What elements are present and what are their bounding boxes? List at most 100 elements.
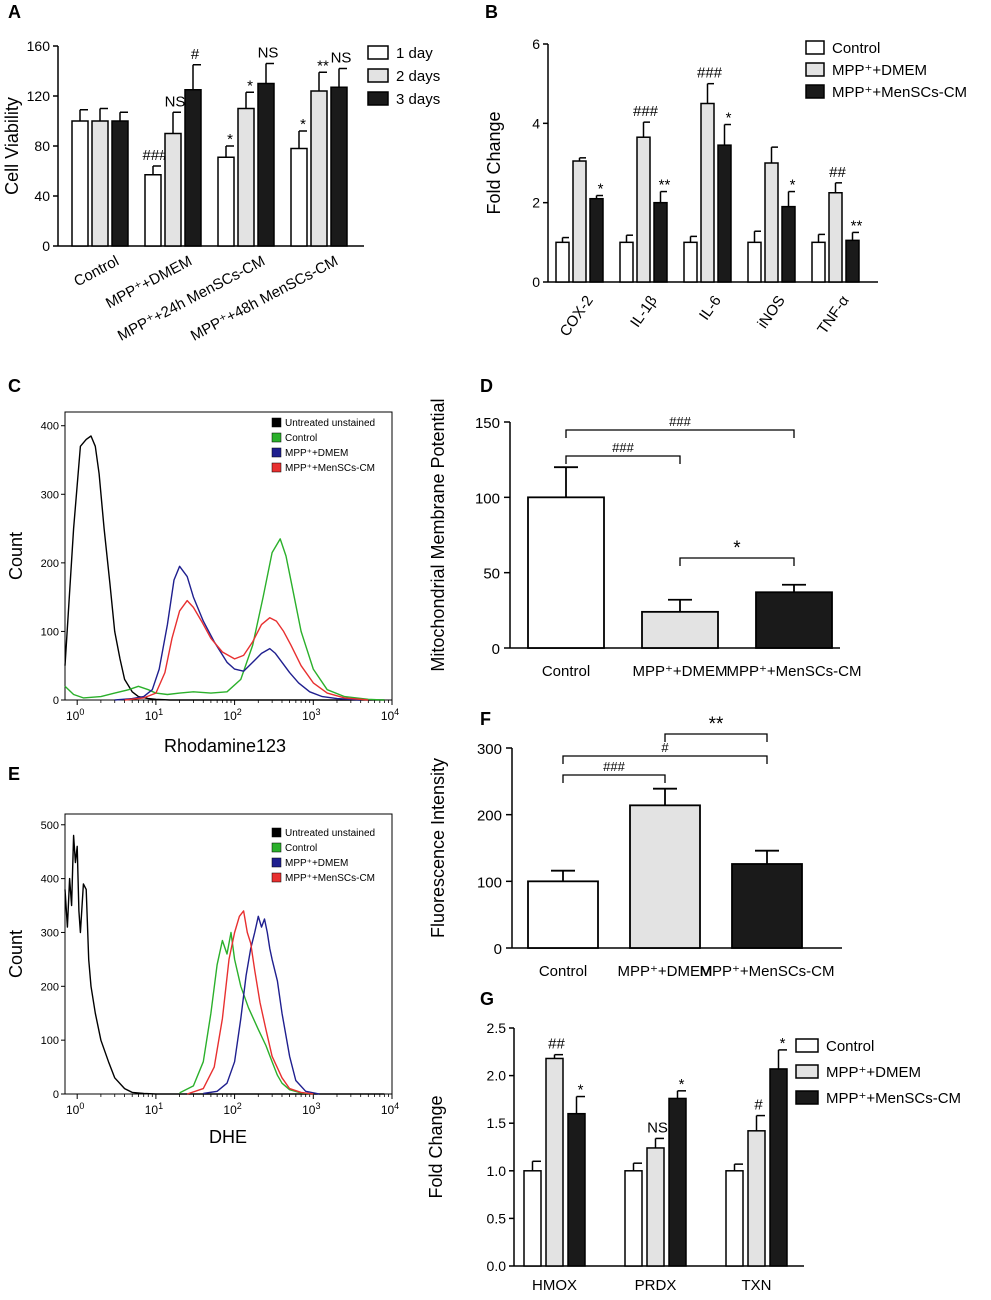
x-category-label: HMOX <box>532 1277 577 1294</box>
legend-swatch <box>367 45 389 60</box>
bar <box>164 132 182 247</box>
legend-swatch <box>271 417 282 428</box>
bar <box>184 89 202 247</box>
significance-label: ### <box>633 103 659 120</box>
histogram-line <box>64 834 385 1095</box>
bar <box>769 1068 788 1267</box>
y-tick-label: 0 <box>494 941 502 958</box>
panel-g-chart: 0.0 0.5 1.0 1.5 2.0 2.5 Fold Change ## * HMOX NS * P… <box>426 1020 961 1294</box>
legend-label: 2 days <box>396 68 440 85</box>
y-axis-label: Count <box>6 532 26 580</box>
y-tick-label: 0.5 <box>487 1210 507 1226</box>
x-tick-label: 101 <box>145 1101 163 1117</box>
significance-label: * <box>790 177 796 194</box>
y-tick-label: 200 <box>41 981 59 993</box>
bar <box>781 205 796 283</box>
significance-label: * <box>227 131 233 148</box>
significance-bracket <box>565 429 795 438</box>
histogram-line <box>203 915 320 1095</box>
y-axis-label: Mitochondrial Membrane Potential <box>428 398 448 671</box>
panel-label-g: G <box>480 989 494 1009</box>
x-category-label: MPP⁺+MenSCs-CM <box>726 663 861 680</box>
x-tick-label: 103 <box>302 707 320 723</box>
bar <box>144 174 162 247</box>
significance-label: * <box>247 77 253 94</box>
bar <box>523 1170 542 1267</box>
y-tick-label: 100 <box>477 874 502 891</box>
legend-swatch <box>271 447 282 458</box>
y-tick-label: 50 <box>483 566 500 583</box>
legend-swatch <box>795 1090 819 1105</box>
bar <box>641 610 719 649</box>
bar <box>545 1057 564 1267</box>
y-axis-label: Fold Change <box>484 111 504 214</box>
plot-frame <box>64 813 393 1095</box>
significance-bracket <box>679 557 795 566</box>
histogram-line <box>64 435 385 701</box>
x-tick-label: 100 <box>66 707 84 723</box>
legend-swatch <box>805 84 825 99</box>
histogram-line <box>186 910 314 1095</box>
x-category-label: IL-6 <box>696 293 725 324</box>
bar <box>310 90 328 247</box>
legend-label: Control <box>832 40 880 57</box>
significance-label: ### <box>142 147 168 164</box>
panel-d-chart: 0 50 100 150 Mitochondrial Membrane Potentia… <box>428 398 862 680</box>
bar <box>527 880 599 949</box>
significance-label: NS <box>258 45 279 62</box>
bar <box>567 1112 586 1267</box>
panel-label-d: D <box>480 376 493 396</box>
y-tick-label: 0 <box>532 274 540 290</box>
legend-label: MPP⁺+DMEM <box>285 448 348 459</box>
legend-swatch <box>805 40 825 55</box>
y-tick-label: 1.5 <box>487 1115 507 1131</box>
panel-label-e: E <box>8 764 20 784</box>
significance-label: NS <box>647 1119 668 1136</box>
x-category-label: MPP⁺+DMEM <box>632 663 727 680</box>
bar <box>91 120 109 247</box>
x-category-label: PRDX <box>635 1277 677 1294</box>
bar <box>725 1170 744 1267</box>
y-tick-label: 40 <box>34 188 50 204</box>
bar <box>572 160 587 283</box>
legend-label: MPP⁺+MenSCs-CM <box>826 1090 961 1107</box>
bar <box>290 147 308 247</box>
y-tick-label: 500 <box>41 820 59 832</box>
x-tick-label: 104 <box>381 1101 399 1117</box>
legend-label: Control <box>826 1038 874 1055</box>
y-tick-label: 4 <box>532 115 540 131</box>
significance-label: ** <box>317 57 329 74</box>
x-category-label: TNF-α <box>814 292 853 337</box>
significance-label: ## <box>829 164 846 181</box>
bar <box>629 804 701 949</box>
panel-e-chart: 0 100 200 300 400 500 100 101 102 103 104 DHE Count U… <box>6 813 399 1147</box>
y-tick-label: 0 <box>53 695 59 707</box>
y-axis-label: Fold Change <box>426 1095 446 1198</box>
y-tick-label: 80 <box>34 138 50 154</box>
bar <box>811 241 826 283</box>
y-tick-label: 100 <box>41 626 59 638</box>
y-tick-label: 400 <box>41 874 59 886</box>
y-tick-label: 300 <box>477 741 502 758</box>
x-tick-label: 101 <box>145 707 163 723</box>
legend-label: MPP⁺+DMEM <box>832 62 927 79</box>
panel-label-b: B <box>485 2 498 22</box>
x-category-label: IL-1β <box>627 292 661 330</box>
significance-bracket <box>562 774 666 783</box>
y-tick-label: 100 <box>475 490 500 507</box>
legend-label: MPP⁺+MenSCs-CM <box>285 463 375 474</box>
y-tick-label: 120 <box>27 88 51 104</box>
legend-label: MPP⁺+MenSCs-CM <box>832 84 967 101</box>
significance-label: * <box>300 116 306 133</box>
y-tick-label: 1.0 <box>487 1163 507 1179</box>
legend-label: Control <box>285 433 317 444</box>
significance-label: ## <box>548 1036 565 1053</box>
legend-swatch <box>367 68 389 83</box>
x-tick-label: 102 <box>223 1101 241 1117</box>
significance-label: ### <box>669 414 691 429</box>
panel-f-chart: 0 100 200 300 Fluorescence Intensity Control M… <box>428 714 842 980</box>
bar <box>555 241 570 283</box>
y-tick-label: 2.5 <box>487 1020 507 1036</box>
